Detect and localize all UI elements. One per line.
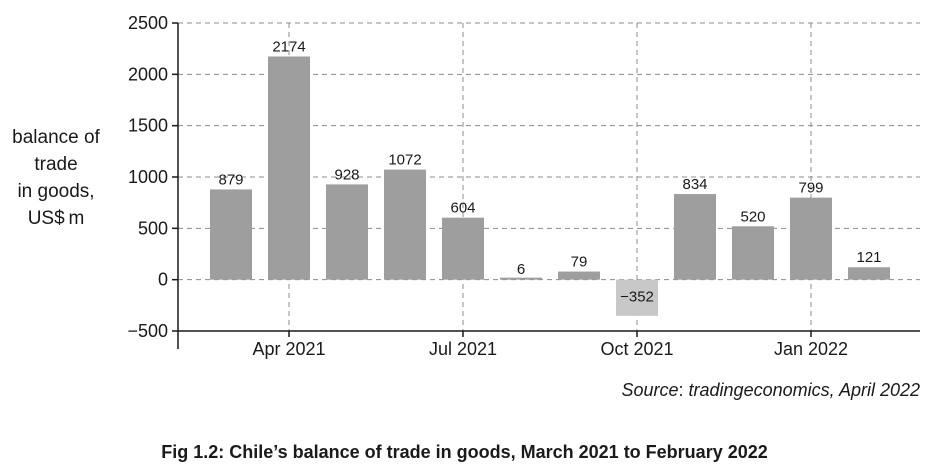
y-axis-label-line: in goods,: [17, 181, 95, 202]
bar-value-label: 1072: [388, 152, 421, 169]
bar: [674, 194, 716, 280]
y-axis-label-line: trade: [34, 154, 78, 175]
y-axis-label-line: balance of: [12, 127, 100, 148]
bar-value-label: 928: [334, 166, 359, 183]
y-tick-label: −500: [127, 321, 168, 341]
bar: [732, 226, 774, 280]
bar-value-label: 2174: [272, 38, 305, 55]
y-tick-label: 2000: [128, 64, 168, 84]
y-axis-label: balance of trade in goods, US$ m: [0, 124, 112, 232]
bar: [558, 271, 600, 280]
y-tick-label: 2500: [128, 13, 168, 33]
source-note: Source: tradingeconomics, April 2022: [621, 380, 920, 401]
bar-value-label: 79: [571, 254, 588, 271]
figure-caption: Fig 1.2: Chile’s balance of trade in goo…: [161, 442, 768, 462]
bar-value-label: 520: [740, 208, 765, 225]
bar-value-label: −352: [620, 289, 654, 306]
bar: [616, 279, 658, 316]
bar: [326, 184, 368, 280]
x-tick-label: Jul 2021: [429, 339, 497, 359]
y-axis-label-line: US$ m: [27, 208, 85, 229]
bar: [790, 197, 832, 280]
bar-value-label: 121: [856, 249, 881, 266]
y-tick-label: 1500: [128, 116, 168, 136]
bar: [210, 189, 252, 280]
bar: [384, 169, 426, 280]
bar: [268, 56, 310, 280]
y-tick-label: 500: [138, 218, 168, 238]
bar-value-label: 604: [450, 200, 475, 217]
bar-value-label: 799: [798, 180, 823, 197]
y-tick-label: 0: [158, 270, 168, 290]
bar: [500, 277, 542, 280]
bar: [848, 267, 890, 280]
source-value: tradingeconomics, April 2022: [688, 380, 920, 400]
y-tick-label: 1000: [128, 167, 168, 187]
bar-chart: 879 2174 928 1072 604 6 79 −352 834 520 799 121 2500…: [127, 13, 920, 359]
x-tick-label: Apr 2021: [252, 339, 325, 359]
source-key: Source: [621, 380, 679, 400]
bar-value-label: 6: [517, 261, 525, 278]
bar-value-label: 834: [682, 176, 707, 193]
bar: [442, 217, 484, 280]
bar-value-label: 879: [218, 171, 243, 188]
source-separator: :: [678, 380, 689, 400]
x-tick-label: Oct 2021: [600, 339, 673, 359]
x-tick-label: Jan 2022: [774, 339, 848, 359]
